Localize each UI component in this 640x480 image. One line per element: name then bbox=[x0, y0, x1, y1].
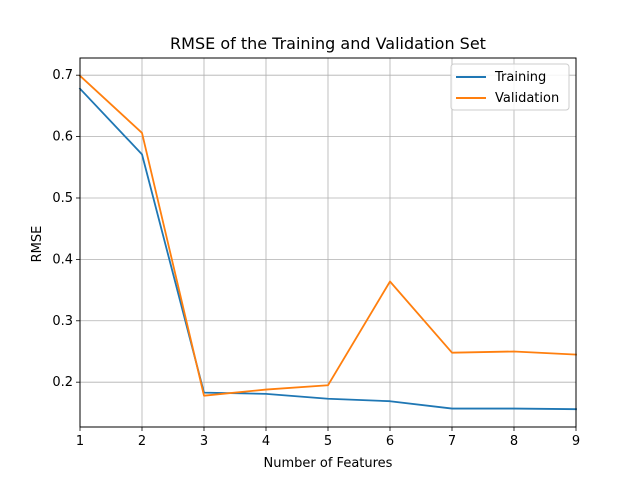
x-tick-label: 2 bbox=[138, 434, 146, 449]
x-tick-label: 5 bbox=[324, 434, 332, 449]
grid-lines bbox=[79, 58, 577, 427]
y-tick-label: 0.4 bbox=[52, 252, 73, 267]
x-tick-label: 3 bbox=[200, 434, 208, 449]
x-tick-label: 7 bbox=[448, 434, 456, 449]
x-axis-label: Number of Features bbox=[264, 456, 393, 471]
axis-ticks: 1 2 3 4 5 6 7 8 9 0.2 0.3 0.4 0.5 0.6 0.7 bbox=[52, 68, 580, 449]
legend-label-training: Training bbox=[494, 70, 546, 85]
x-tick-label: 6 bbox=[386, 434, 394, 449]
y-tick-label: 0.2 bbox=[52, 375, 73, 390]
x-tick-label: 8 bbox=[510, 434, 518, 449]
y-tick-label: 0.5 bbox=[52, 191, 73, 206]
x-tick-label: 4 bbox=[262, 434, 270, 449]
legend-label-validation: Validation bbox=[495, 91, 559, 106]
y-tick-label: 0.7 bbox=[52, 68, 73, 83]
y-axis-label: RMSE bbox=[30, 226, 45, 263]
x-tick-label: 9 bbox=[572, 434, 580, 449]
legend: Training Validation bbox=[450, 63, 570, 111]
plot-area bbox=[78, 57, 577, 428]
y-tick-label: 0.3 bbox=[52, 314, 73, 329]
y-tick-label: 0.6 bbox=[52, 130, 73, 145]
chart-title: RMSE of the Training and Validation Set bbox=[170, 34, 486, 53]
x-tick-label: 1 bbox=[76, 434, 84, 449]
